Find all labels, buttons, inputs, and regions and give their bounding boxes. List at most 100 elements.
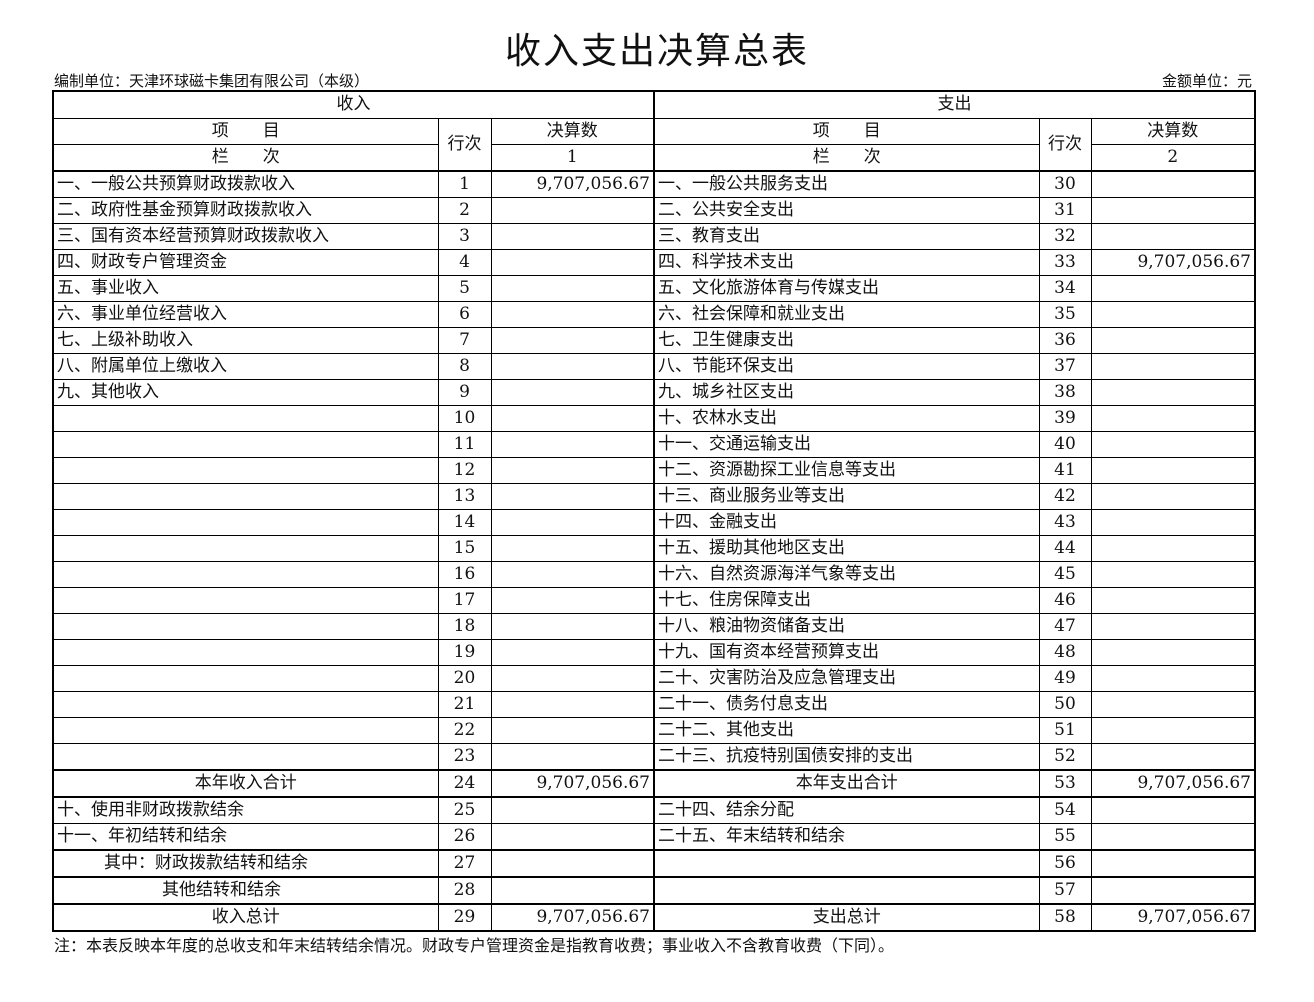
income-item — [52, 742, 439, 770]
expense-amount — [1090, 222, 1256, 250]
income-amount — [490, 560, 655, 588]
expense-row-no: 40 — [1038, 430, 1092, 458]
expense-amount — [1090, 716, 1256, 744]
expense-row-no: 47 — [1038, 612, 1092, 640]
income-row-no: 22 — [437, 716, 492, 744]
income-row-no: 23 — [437, 742, 492, 770]
table-row: 19 十九、国有资本经营预算支出 48 — [52, 638, 1256, 666]
income-item: 收入总计 — [52, 902, 439, 931]
expense-item: 二十三、抗疫特别国债安排的支出 — [653, 742, 1040, 770]
expense-row-no: 55 — [1038, 822, 1092, 850]
expense-amount — [1090, 822, 1256, 850]
income-amount — [490, 456, 655, 484]
expense-amount — [1090, 534, 1256, 562]
expense-item: 九、城乡社区支出 — [653, 378, 1040, 406]
table-row: 15 十五、援助其他地区支出 44 — [52, 534, 1256, 562]
table-row: 21 二十一、债务付息支出 50 — [52, 690, 1256, 718]
table-row: 22 二十二、其他支出 51 — [52, 716, 1256, 744]
table-row: 本年收入合计 24 9,707,056.67 本年支出合计 53 9,707,056.67 — [52, 768, 1256, 797]
income-item — [52, 586, 439, 614]
income-item-header: 项 目 — [52, 117, 439, 145]
income-item: 十、使用非财政拨款结余 — [52, 795, 439, 824]
expense-item: 二十一、债务付息支出 — [653, 690, 1040, 718]
income-row-no: 11 — [437, 430, 492, 458]
expense-item: 六、社会保障和就业支出 — [653, 300, 1040, 328]
expense-row-no: 46 — [1038, 586, 1092, 614]
expense-item: 五、文化旅游体育与传媒支出 — [653, 274, 1040, 302]
income-amount — [490, 482, 655, 510]
income-row-no: 16 — [437, 560, 492, 588]
table-row: 20 二十、灾害防治及应急管理支出 49 — [52, 664, 1256, 692]
income-amount — [490, 822, 655, 850]
income-amount — [490, 326, 655, 354]
income-row-no: 8 — [437, 352, 492, 380]
income-rowno-header: 行次 — [437, 117, 492, 171]
expense-amount — [1090, 664, 1256, 692]
expense-item-header: 项 目 — [653, 117, 1040, 145]
expense-row-no: 37 — [1038, 352, 1092, 380]
income-amount — [490, 848, 655, 877]
expense-row-no: 44 — [1038, 534, 1092, 562]
income-item: 四、财政专户管理资金 — [52, 248, 439, 276]
income-row-no: 17 — [437, 586, 492, 614]
expense-row-no: 42 — [1038, 482, 1092, 510]
income-row-no: 24 — [437, 768, 492, 797]
expense-amount — [1090, 848, 1256, 877]
expense-amount — [1090, 612, 1256, 640]
income-item: 八、附属单位上缴收入 — [52, 352, 439, 380]
income-row-no: 9 — [437, 378, 492, 406]
income-row-no: 28 — [437, 875, 492, 904]
table-row: 五、事业收入 5 五、文化旅游体育与传媒支出 34 — [52, 274, 1256, 302]
table-row: 14 十四、金融支出 43 — [52, 508, 1256, 536]
income-row-no: 14 — [437, 508, 492, 536]
income-amount — [490, 248, 655, 276]
income-item — [52, 508, 439, 536]
income-amount — [490, 300, 655, 328]
expense-amount — [1090, 352, 1256, 380]
expense-row-no: 35 — [1038, 300, 1092, 328]
table-row: 11 十一、交通运输支出 40 — [52, 430, 1256, 458]
table-row: 16 十六、自然资源海洋气象等支出 45 — [52, 560, 1256, 588]
income-header: 收入 — [52, 90, 655, 119]
expense-item: 二十五、年末结转和结余 — [653, 822, 1040, 850]
expense-item — [653, 875, 1040, 904]
income-item: 一、一般公共预算财政拨款收入 — [52, 169, 439, 198]
expense-item: 十一、交通运输支出 — [653, 430, 1040, 458]
income-row-no: 13 — [437, 482, 492, 510]
expense-item: 十九、国有资本经营预算支出 — [653, 638, 1040, 666]
income-item — [52, 534, 439, 562]
income-row-no: 3 — [437, 222, 492, 250]
income-amount — [490, 612, 655, 640]
expense-amount — [1090, 378, 1256, 406]
income-row-no: 15 — [437, 534, 492, 562]
table-row: 13 十三、商业服务业等支出 42 — [52, 482, 1256, 510]
income-item: 九、其他收入 — [52, 378, 439, 406]
income-row-no: 26 — [437, 822, 492, 850]
income-amount: 9,707,056.67 — [490, 902, 655, 931]
table-row: 八、附属单位上缴收入 8 八、节能环保支出 37 — [52, 352, 1256, 380]
income-row-no: 2 — [437, 196, 492, 224]
expense-amount — [1090, 875, 1256, 904]
expense-item: 十、农林水支出 — [653, 404, 1040, 432]
expense-row-no: 45 — [1038, 560, 1092, 588]
expense-row-no: 49 — [1038, 664, 1092, 692]
expense-row-no: 58 — [1038, 902, 1092, 931]
income-row-no: 4 — [437, 248, 492, 276]
expense-item: 十四、金融支出 — [653, 508, 1040, 536]
table-row: 三、国有资本经营预算财政拨款收入 3 三、教育支出 32 — [52, 222, 1256, 250]
expense-amount: 9,707,056.67 — [1090, 768, 1256, 797]
income-amount — [490, 795, 655, 824]
income-row-no: 21 — [437, 690, 492, 718]
income-item — [52, 482, 439, 510]
income-amount — [490, 352, 655, 380]
expense-row-no: 48 — [1038, 638, 1092, 666]
income-item: 其中：财政拨款结转和结余 — [52, 848, 439, 877]
income-item — [52, 404, 439, 432]
income-amount: 9,707,056.67 — [490, 768, 655, 797]
expense-item: 十七、住房保障支出 — [653, 586, 1040, 614]
income-amount — [490, 586, 655, 614]
expense-row-no: 33 — [1038, 248, 1092, 276]
table-row: 10 十、农林水支出 39 — [52, 404, 1256, 432]
expense-amount — [1090, 690, 1256, 718]
income-item: 六、事业单位经营收入 — [52, 300, 439, 328]
